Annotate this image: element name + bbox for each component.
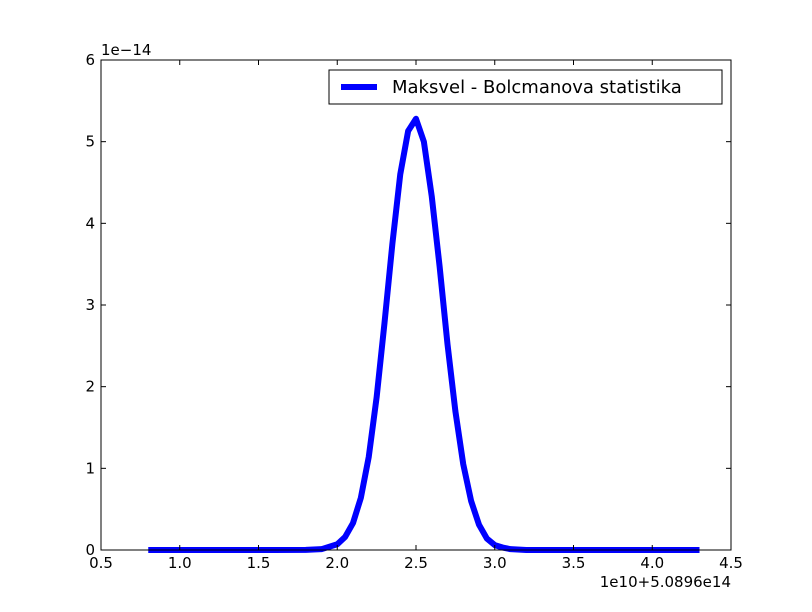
- x-axis-offset-label: 1e10+5.0896e14: [600, 573, 731, 591]
- legend-box: [328, 69, 723, 105]
- y-tick-label: 2: [85, 378, 95, 396]
- x-tick-label: 1.0: [168, 554, 192, 572]
- x-tick-label: 3.5: [562, 554, 586, 572]
- y-tick-label: 0: [85, 541, 95, 559]
- y-tick-label: 1: [85, 459, 95, 477]
- y-axis: 0 1 2 3 4 5 6: [85, 51, 731, 559]
- y-tick-label: 6: [85, 51, 95, 69]
- x-tick-label: 4.5: [719, 554, 743, 572]
- legend-label: Maksvel - Bolcmanova statistika: [392, 77, 682, 98]
- x-tick-label: 4.0: [640, 554, 664, 572]
- y-tick-label: 3: [85, 296, 95, 314]
- legend: Maksvel - Bolcmanova statistika: [328, 69, 723, 105]
- x-tick-label: 0.5: [89, 554, 113, 572]
- series-line-0: [148, 115, 700, 553]
- x-tick-label: 1.5: [247, 554, 271, 572]
- x-tick-label: 2.0: [325, 554, 349, 572]
- x-tick-label: 2.5: [404, 554, 428, 572]
- y-tick-label: 4: [85, 214, 95, 232]
- y-axis-offset-label: 1e−14: [101, 41, 151, 59]
- y-tick-label: 5: [85, 133, 95, 151]
- series-layer: [148, 115, 700, 553]
- x-tick-label: 3.0: [483, 554, 507, 572]
- x-axis: 0.5 1.0 1.5 2.0 2.5 3.0 3.5 4.0 4.5: [89, 60, 743, 572]
- plot-area: [101, 60, 731, 550]
